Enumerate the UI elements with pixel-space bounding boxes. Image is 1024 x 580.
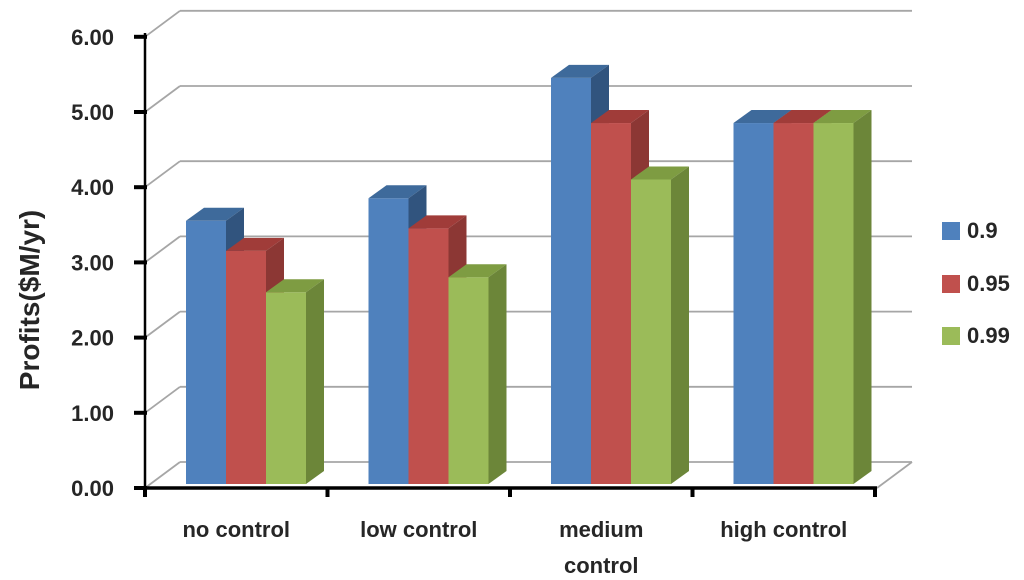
y-axis-tick-label: 1.00	[71, 401, 114, 426]
bar-side-face	[671, 166, 689, 484]
y-axis-tick-label: 3.00	[71, 250, 114, 275]
x-axis-category-label: no control	[182, 517, 290, 542]
bar-side-face	[306, 279, 324, 484]
bar-front-face	[631, 179, 671, 484]
gridline-depth-connector	[144, 85, 181, 113]
bar-front-face	[813, 123, 854, 484]
gridline-depth-connector	[144, 10, 181, 38]
bar-front-face	[448, 277, 489, 484]
bar-front-face	[266, 292, 306, 484]
x-axis-category-label: low control	[360, 517, 477, 542]
bar-0.99-no-control	[266, 279, 324, 484]
bar-top-face	[408, 215, 467, 229]
gridline-depth-connector	[144, 310, 181, 339]
y-axis-tick-label: 5.00	[71, 100, 114, 125]
bar-front-face	[186, 220, 226, 485]
bar-top-face	[591, 110, 649, 124]
y-axis-tick-label: 2.00	[71, 326, 114, 351]
bar-top-face	[551, 64, 609, 78]
floor-right-edge	[876, 461, 913, 489]
bar-top-face	[226, 237, 284, 251]
x-axis-category-label: medium	[559, 517, 643, 542]
bar-group-high-control	[733, 110, 872, 484]
y-axis-tick-label: 4.00	[71, 175, 114, 200]
bar-front-face	[408, 228, 449, 484]
x-axis-category-label: high control	[720, 517, 847, 542]
bar-0.99-medium-control	[631, 166, 689, 484]
bar-0.99-low-control	[448, 264, 507, 484]
bar-top-face	[773, 110, 832, 124]
y-axis-title: Profits($M/yr)	[14, 209, 45, 391]
y-axis-tick-label: 6.00	[71, 25, 114, 50]
bar-front-face	[368, 198, 409, 485]
bar-group-low-control	[368, 185, 507, 485]
gridline-depth-connector	[144, 160, 181, 188]
bar-top-face	[733, 110, 792, 124]
gridline-depth-connector	[144, 235, 181, 264]
y-axis-tick-label: 0.00	[71, 476, 114, 501]
bar-0.99-high-control	[813, 110, 872, 484]
x-axis-category-label: control	[564, 553, 639, 578]
bar-group-medium-control	[551, 64, 689, 485]
bar-front-face	[733, 123, 774, 484]
bar-top-face	[266, 279, 324, 293]
bar-front-face	[551, 77, 591, 485]
bar-top-face	[186, 207, 244, 221]
bar-top-face	[448, 264, 507, 278]
bar-front-face	[591, 123, 631, 484]
bar-top-face	[631, 166, 689, 180]
bar-side-face	[853, 110, 872, 484]
bar-side-face	[488, 264, 507, 484]
bar-top-face	[368, 185, 427, 199]
bar-front-face	[773, 123, 814, 484]
bar-group-no-control	[186, 207, 324, 485]
bar-top-face	[813, 110, 872, 124]
gridline-depth-connector	[144, 461, 181, 489]
gridline-depth-connector	[144, 386, 181, 414]
bar-front-face	[226, 250, 266, 484]
